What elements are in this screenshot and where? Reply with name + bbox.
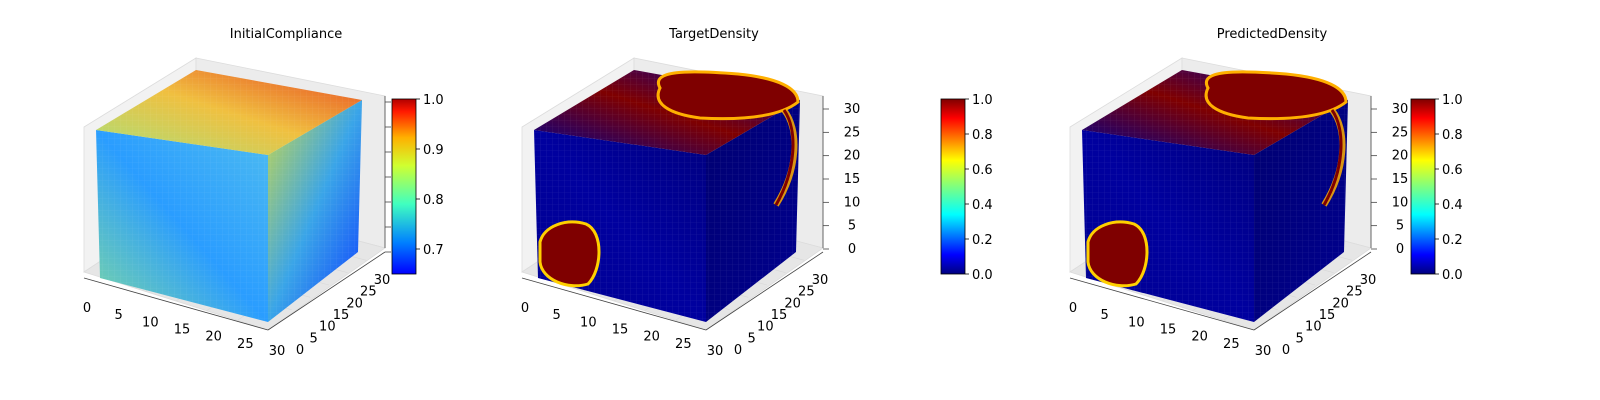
x-tick-label: 15 bbox=[1160, 323, 1177, 338]
y-tick-label: 30 bbox=[374, 273, 391, 288]
colorbar-tick-label: 0.8 bbox=[972, 128, 993, 143]
voxel-grid-overlay bbox=[1254, 100, 1348, 322]
density-region-top bbox=[656, 70, 800, 121]
density-region-corner bbox=[538, 220, 601, 288]
colorbar bbox=[1410, 98, 1436, 275]
x-tick-label: 15 bbox=[174, 323, 191, 338]
colorbar-tick-label: 0.6 bbox=[972, 163, 993, 178]
x-tick-label: 10 bbox=[142, 315, 159, 330]
colorbar-tick-label: 0.0 bbox=[1442, 268, 1463, 283]
z-tick-label: 5 bbox=[848, 219, 856, 234]
chart-title: InitialCompliance bbox=[230, 27, 343, 42]
x-axis-line bbox=[521, 277, 707, 331]
y-tick-label: 30 bbox=[1360, 273, 1377, 288]
z-tick-label: 25 bbox=[844, 125, 861, 140]
colorbar-tick-label: 0.4 bbox=[1442, 198, 1463, 213]
x-axis-line bbox=[83, 277, 269, 331]
x-tick-label: 30 bbox=[269, 344, 286, 359]
x-tick-label: 20 bbox=[1191, 330, 1208, 345]
y-tick-label: 25 bbox=[1346, 285, 1363, 300]
voxel-grid-overlay bbox=[96, 70, 362, 155]
x-tick-label: 10 bbox=[580, 315, 597, 330]
y-tick-label: 10 bbox=[757, 320, 774, 335]
z-tick-label: 15 bbox=[844, 172, 861, 187]
y-tick-label: 10 bbox=[319, 320, 336, 335]
z-tick-label: 10 bbox=[844, 195, 861, 210]
colorbar-tick-label: 1.0 bbox=[1442, 93, 1463, 108]
colorbar-tick-label: 0.2 bbox=[1442, 233, 1463, 248]
colorbar-tick-label: 0.4 bbox=[972, 198, 993, 213]
x-tick-label: 25 bbox=[1223, 337, 1240, 352]
colorbar-tick-label: 0.9 bbox=[423, 143, 444, 158]
density-region-edge-core bbox=[774, 109, 795, 206]
x-tick-label: 0 bbox=[521, 301, 529, 316]
y-tick-label: 10 bbox=[1305, 320, 1322, 335]
y-tick-label: 25 bbox=[360, 285, 377, 300]
z-tick-label: 20 bbox=[844, 149, 861, 164]
y-tick-label: 15 bbox=[333, 308, 350, 323]
colorbar-tick-label: 0.8 bbox=[1442, 128, 1463, 143]
y-tick-label: 30 bbox=[812, 273, 829, 288]
z-tick-label: 30 bbox=[1392, 102, 1409, 117]
density-region-corner bbox=[1086, 220, 1149, 288]
chart-title: TargetDensity bbox=[668, 27, 759, 42]
y-tick-label: 25 bbox=[798, 285, 815, 300]
x-axis-line bbox=[1069, 277, 1255, 331]
colorbar bbox=[940, 98, 966, 275]
z-tick-label: 0 bbox=[848, 242, 856, 257]
x-tick-label: 10 bbox=[1128, 315, 1145, 330]
voxel-grid-overlay bbox=[96, 130, 268, 322]
colorbar-tick-label: 0.8 bbox=[423, 193, 444, 208]
colorbar-tick-label: 1.0 bbox=[972, 93, 993, 108]
z-tick-label: 25 bbox=[1392, 125, 1409, 140]
z-tick-label: 5 bbox=[1396, 219, 1404, 234]
y-axis-line bbox=[267, 251, 386, 331]
colorbar-tick-label: 0.2 bbox=[972, 233, 993, 248]
x-tick-label: 15 bbox=[612, 323, 629, 338]
x-tick-label: 5 bbox=[553, 308, 561, 323]
x-tick-label: 0 bbox=[1069, 301, 1077, 316]
voxel-grid-overlay bbox=[706, 100, 800, 322]
colorbar-tick-label: 0.7 bbox=[423, 243, 444, 258]
y-tick-label: 0 bbox=[296, 343, 304, 358]
y-tick-label: 20 bbox=[784, 296, 801, 311]
chart-title: PredictedDensity bbox=[1217, 27, 1328, 42]
y-tick-label: 5 bbox=[310, 331, 318, 346]
x-tick-label: 30 bbox=[1255, 344, 1272, 359]
z-tick-label: 10 bbox=[1392, 195, 1409, 210]
x-tick-label: 0 bbox=[83, 301, 91, 316]
z-tick-label: 20 bbox=[1392, 149, 1409, 164]
x-tick-label: 5 bbox=[115, 308, 123, 323]
x-tick-label: 20 bbox=[643, 330, 660, 345]
x-tick-label: 25 bbox=[237, 337, 254, 352]
voxel-grid-overlay bbox=[268, 100, 362, 322]
y-tick-label: 0 bbox=[1282, 343, 1290, 358]
y-tick-label: 20 bbox=[346, 296, 363, 311]
z-tick-label: 0 bbox=[1396, 242, 1404, 257]
y-tick-label: 0 bbox=[734, 343, 742, 358]
x-tick-label: 30 bbox=[707, 344, 724, 359]
x-tick-label: 5 bbox=[1101, 308, 1109, 323]
y-axis-line bbox=[1253, 251, 1372, 331]
density-region-top bbox=[1204, 70, 1348, 121]
y-tick-label: 15 bbox=[771, 308, 788, 323]
x-tick-label: 25 bbox=[675, 337, 692, 352]
z-tick-label: 15 bbox=[1392, 172, 1409, 187]
colorbar-tick-label: 0.6 bbox=[1442, 163, 1463, 178]
colorbar-tick-label: 1.0 bbox=[423, 93, 444, 108]
colorbar-tick-label: 0.0 bbox=[972, 268, 993, 283]
density-region-edge-core bbox=[1322, 109, 1343, 206]
x-tick-label: 20 bbox=[205, 330, 222, 345]
y-tick-label: 5 bbox=[748, 331, 756, 346]
y-axis-line bbox=[705, 251, 824, 331]
y-tick-label: 5 bbox=[1296, 331, 1304, 346]
y-tick-label: 20 bbox=[1332, 296, 1349, 311]
y-tick-label: 15 bbox=[1319, 308, 1336, 323]
z-tick-label: 30 bbox=[844, 102, 861, 117]
colorbar bbox=[391, 98, 417, 275]
